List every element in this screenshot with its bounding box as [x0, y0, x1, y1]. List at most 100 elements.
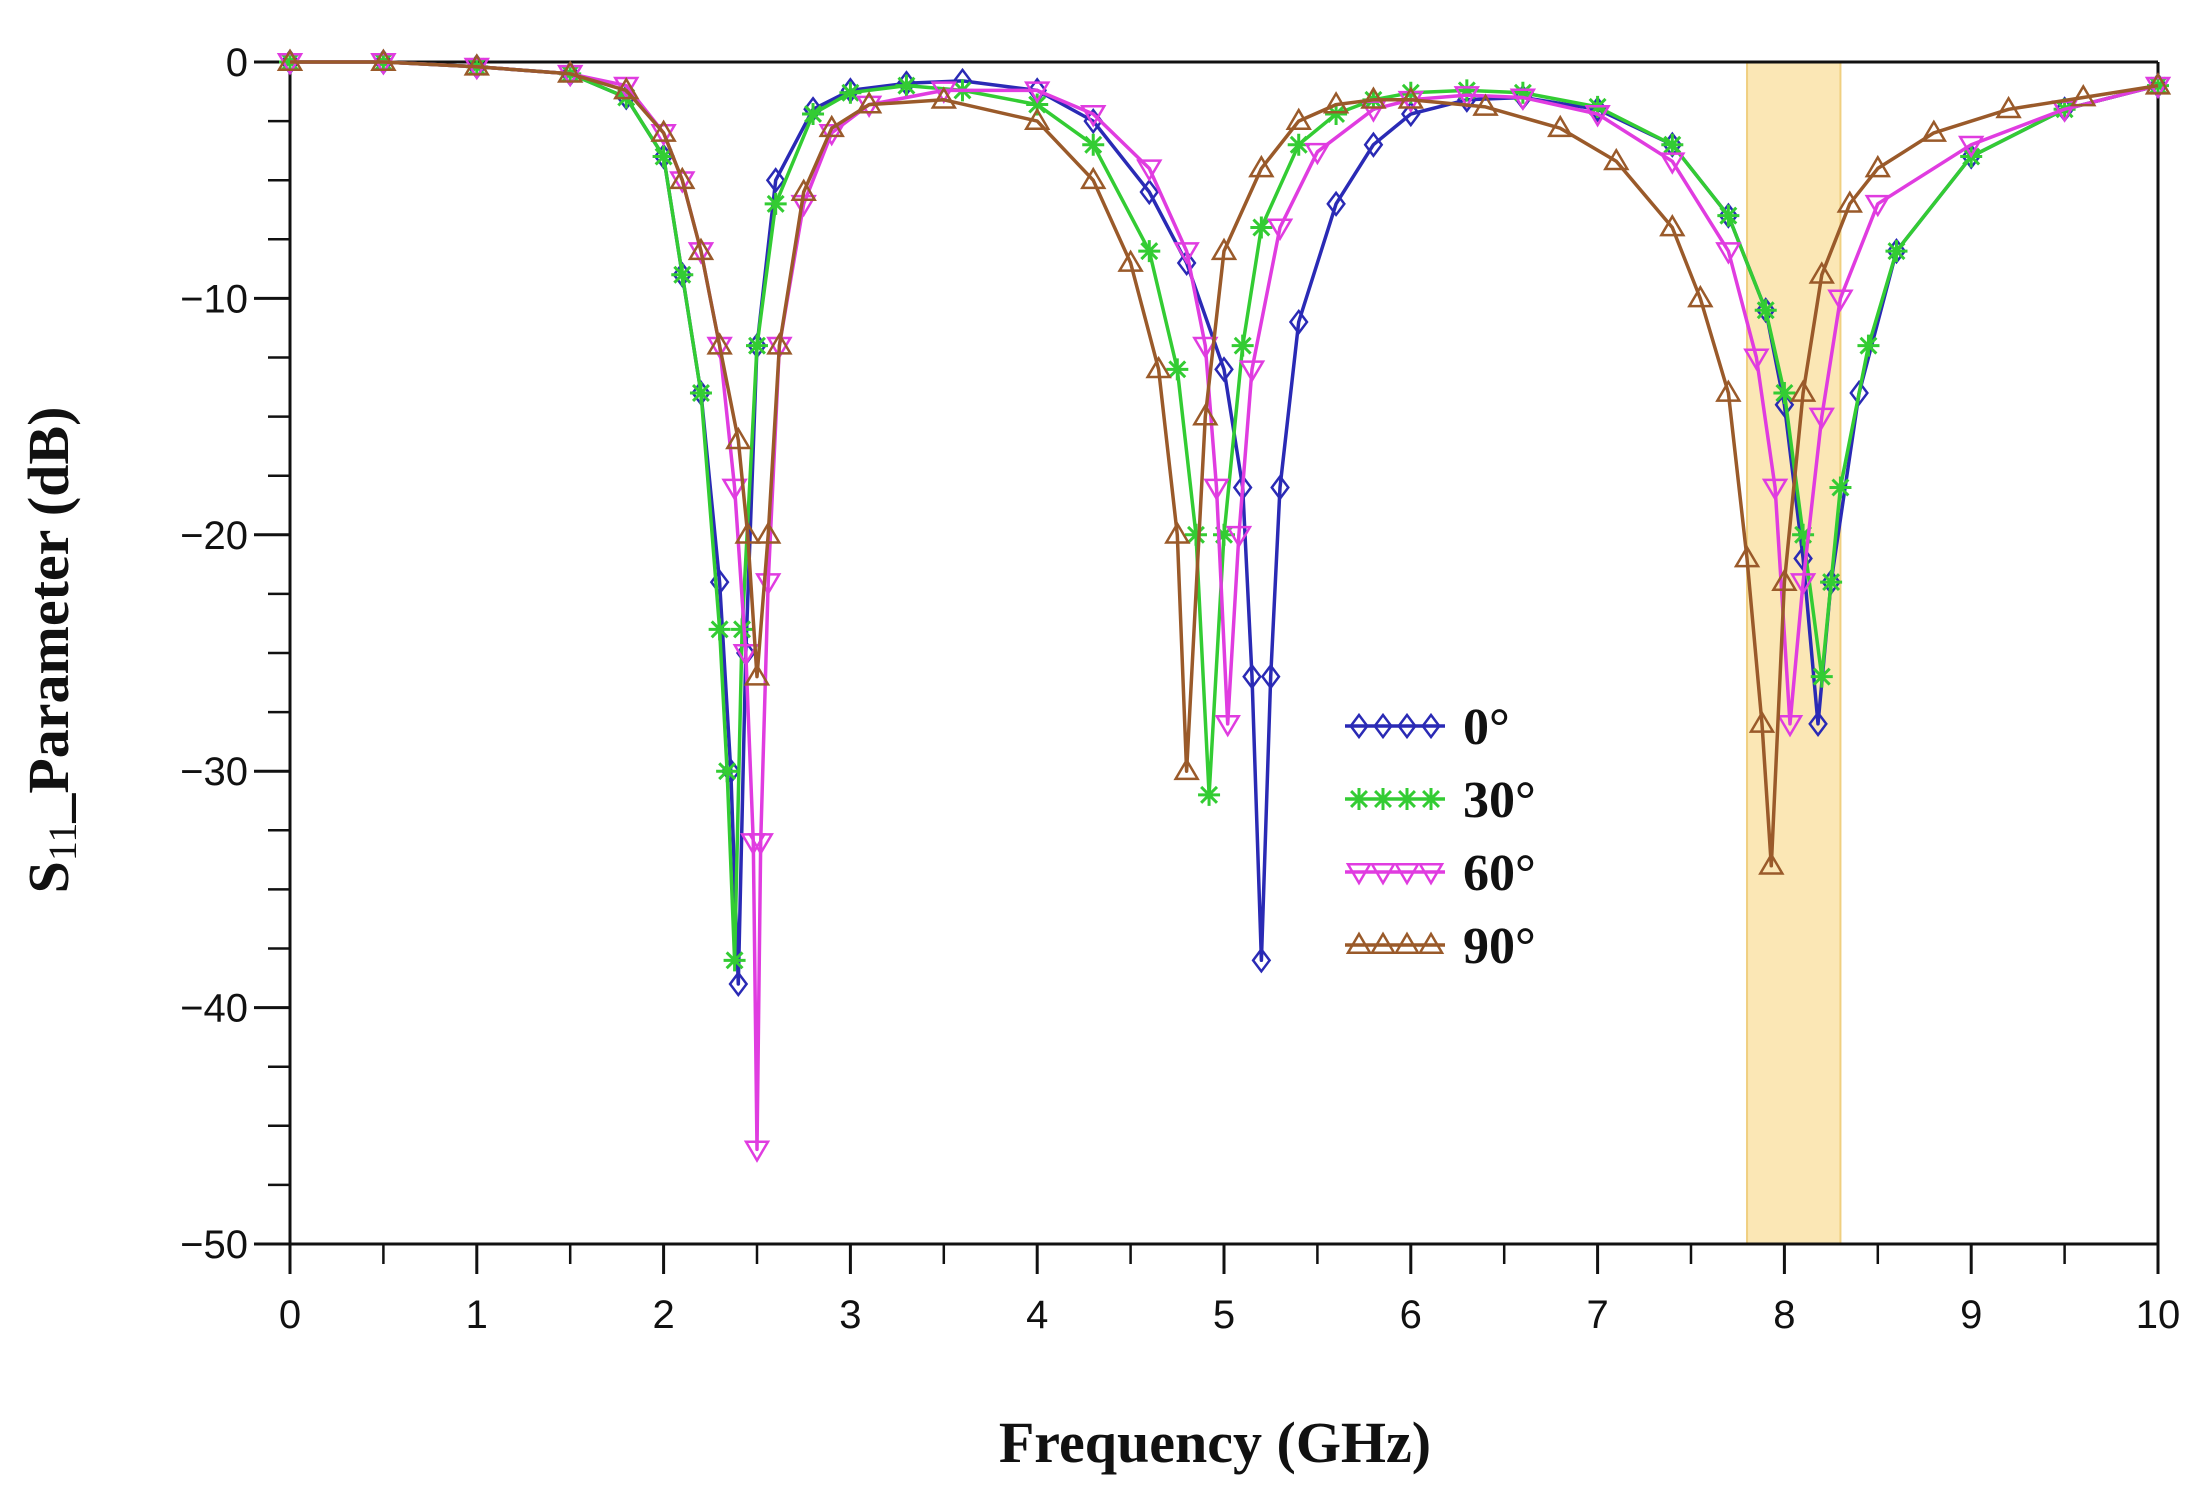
data-point [1288, 308, 1309, 336]
legend: 0° 30° 60° 90° [1345, 699, 1536, 975]
data-point [1145, 355, 1172, 379]
data-point [734, 521, 761, 544]
x-tick-label: 7 [1586, 1293, 1608, 1337]
data-point [1210, 237, 1238, 261]
data-point [1761, 478, 1789, 501]
legend-marker [1397, 712, 1417, 740]
series-layer [276, 48, 2172, 1163]
data-point [725, 426, 752, 450]
x-tick-label: 3 [839, 1293, 861, 1337]
data-point [1792, 523, 1815, 546]
y-tick-label: −30 [180, 750, 248, 794]
legend-label: 90° [1463, 918, 1536, 975]
data-point [1266, 218, 1294, 241]
data-point [728, 970, 749, 998]
data-point [1584, 105, 1611, 128]
y-axis-title: S11_Parameter (dB) [16, 407, 85, 894]
x-tick-label: 9 [1960, 1293, 1982, 1337]
data-point [1453, 86, 1481, 109]
data-point [1304, 142, 1331, 166]
data-point [1857, 334, 1880, 357]
legend-marker [1417, 863, 1445, 886]
data-point [370, 48, 397, 71]
data-point [1192, 336, 1219, 360]
data-point [1733, 544, 1761, 568]
data-point [1285, 107, 1312, 131]
data-point [1231, 334, 1254, 357]
x-tick-label: 10 [2136, 1293, 2181, 1337]
data-point [723, 949, 746, 972]
data-point [721, 478, 748, 501]
data-point [1771, 568, 1798, 592]
data-point [1810, 665, 1833, 688]
legend-marker [1393, 931, 1421, 954]
data-point [1995, 95, 2022, 119]
legend-marker [1420, 788, 1442, 810]
data-point [1836, 190, 1863, 213]
data-point [1758, 852, 1785, 875]
legend-marker [1393, 863, 1421, 886]
data-point [1808, 261, 1835, 284]
data-point [1322, 91, 1350, 114]
x-tick-label: 5 [1213, 1293, 1235, 1337]
data-point [671, 263, 694, 286]
legend-marker [1373, 712, 1393, 740]
data-point [1024, 107, 1051, 131]
y-tick-label: −10 [180, 277, 248, 321]
series-3 [276, 48, 2172, 875]
legend-marker [1369, 863, 1397, 886]
data-point [1213, 523, 1235, 546]
data-point [743, 663, 771, 686]
legend-marker [1349, 712, 1369, 740]
legend-label: 30° [1463, 772, 1536, 829]
data-point [1139, 178, 1160, 206]
data-point [1547, 114, 1574, 138]
data-point [1397, 86, 1424, 109]
data-point [1455, 79, 1478, 102]
data-point [1238, 360, 1266, 383]
data-point [1173, 242, 1200, 265]
data-point [1789, 573, 1817, 596]
data-point [1214, 714, 1241, 738]
data-point [802, 103, 825, 126]
data-point [930, 81, 957, 104]
data-point [755, 521, 782, 544]
data-point [1363, 131, 1384, 158]
legend-item: 0° [1345, 699, 1510, 756]
data-point [764, 192, 787, 215]
data-point [1176, 249, 1197, 277]
data-point [743, 1140, 771, 1163]
data-point [1827, 289, 1854, 312]
data-point [1024, 81, 1051, 104]
data-point [1260, 663, 1281, 690]
data-point [1661, 133, 1684, 156]
data-point [1789, 379, 1817, 402]
data-point [1717, 204, 1740, 227]
data-point [1958, 135, 1985, 159]
data-point [1754, 299, 1777, 322]
data-point [1743, 348, 1770, 371]
y-axis-title-main: S [16, 861, 81, 893]
data-point [652, 145, 675, 168]
data-point [1864, 154, 1891, 178]
legend-marker [1417, 931, 1445, 954]
data-point [1400, 100, 1421, 128]
data-point [1214, 356, 1234, 383]
data-point [1166, 358, 1189, 381]
data-point [276, 48, 304, 71]
y-tick-label: −40 [180, 987, 248, 1031]
data-point [895, 74, 918, 97]
y-tick-label: −20 [180, 514, 248, 558]
data-point [669, 171, 696, 194]
legend-marker [1345, 863, 1373, 886]
data-point [706, 332, 733, 355]
data-point [1192, 403, 1219, 426]
data-point [2070, 83, 2097, 107]
x-tick-label: 6 [1400, 1293, 1422, 1337]
data-point [689, 381, 712, 404]
data-point [1776, 714, 1804, 738]
x-axis-title: Frequency (GHz) [999, 1410, 1431, 1475]
highlight-band-layer [1746, 61, 1842, 1245]
data-point [1659, 152, 1686, 175]
data-point [1820, 571, 1843, 594]
